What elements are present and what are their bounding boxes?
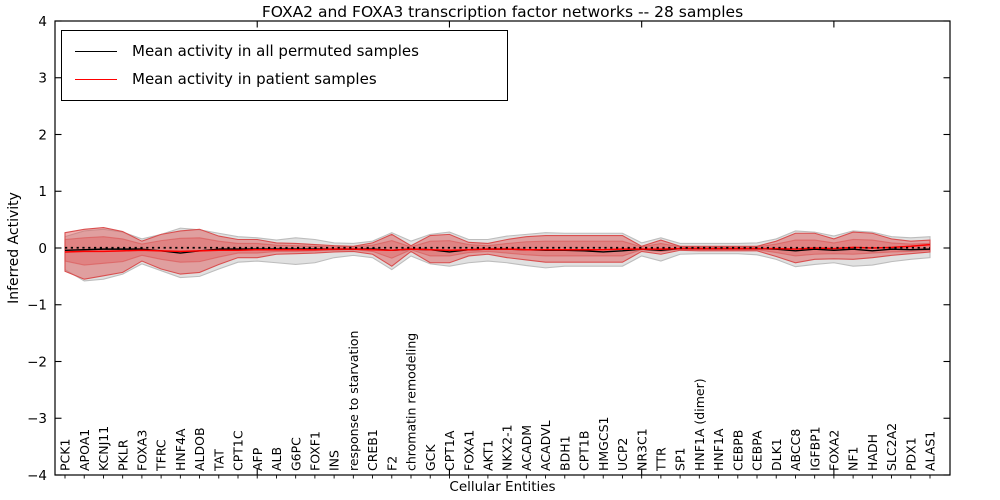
x-tick-label: FOXA3 — [134, 430, 149, 471]
x-tick-label: TTR — [653, 447, 668, 472]
x-tick-label: HNF1A (dimer) — [692, 378, 707, 471]
x-tick-label: ACADM — [519, 425, 534, 471]
x-tick-label: FOXF1 — [307, 431, 322, 471]
x-tick-label: ALAS1 — [923, 431, 938, 471]
x-tick-label: FOXA2 — [826, 430, 841, 471]
x-tick-label: AKT1 — [480, 440, 495, 471]
x-tick-label: response to starvation — [346, 331, 361, 472]
y-tick-label: 4 — [38, 14, 47, 30]
legend-item-permuted: Mean activity in all permuted samples — [62, 37, 507, 65]
x-axis-title: Cellular Entities — [449, 479, 556, 495]
x-tick-label: NF1 — [846, 447, 861, 472]
x-tick-label: DLK1 — [769, 438, 784, 471]
band-patient-samples-inner-band — [64, 236, 931, 266]
x-tick-label: IGFBP1 — [807, 426, 822, 471]
band-patient-samples-envelope — [64, 227, 931, 280]
x-tick-label: INS — [327, 450, 342, 471]
x-tick-label: G6PC — [288, 437, 303, 471]
legend: Mean activity in all permuted samples Me… — [61, 30, 508, 101]
x-tick-label: ALDOB — [192, 427, 207, 471]
x-tick-label: CREB1 — [365, 429, 380, 471]
x-tick-label: SP1 — [673, 448, 688, 471]
x-tick-label: SLC2A2 — [884, 423, 899, 471]
y-axis-title: Inferred Activity — [6, 192, 22, 304]
legend-label: Mean activity in all permuted samples — [132, 42, 419, 60]
x-tick-label: FOXA1 — [461, 430, 476, 471]
x-tick-label: CPT1B — [577, 431, 592, 471]
x-tick-label: CPT1A — [442, 430, 457, 471]
x-tick-label: HADH — [865, 434, 880, 471]
x-tick-label: CPT1C — [231, 430, 246, 471]
x-tick-label: ALB — [269, 447, 284, 471]
x-tick-label: UCP2 — [615, 438, 630, 471]
x-tick-label: PKLR — [115, 439, 130, 471]
y-tick-label: −4 — [27, 468, 47, 484]
x-tick-label: APOA1 — [77, 429, 92, 471]
x-tick-label: F2 — [384, 456, 399, 471]
y-tick-label: −2 — [27, 354, 47, 370]
legend-item-patient: Mean activity in patient samples — [62, 65, 507, 93]
y-tick-label: 2 — [38, 127, 47, 143]
x-tick-label: HMGCS1 — [596, 417, 611, 472]
x-tick-label: ABCC8 — [788, 429, 803, 471]
line-mean-activity-in-patient-samples — [64, 243, 931, 253]
x-tick-label: NKX2-1 — [500, 424, 515, 471]
x-tick-label: AFP — [250, 447, 265, 471]
y-tick-label: −3 — [27, 411, 47, 427]
x-tick-label: NR3C1 — [634, 428, 649, 471]
y-tick-label: 1 — [38, 184, 47, 200]
x-tick-label: HNF1A — [711, 428, 726, 471]
x-tick-label: BDH1 — [557, 435, 572, 471]
legend-line-red — [75, 78, 117, 80]
x-tick-label: PCK1 — [58, 439, 73, 471]
x-tick-label: PDX1 — [903, 437, 918, 471]
x-tick-label: KCNJ11 — [96, 426, 111, 471]
y-tick-label: 0 — [38, 241, 47, 257]
x-tick-label: chromatin remodeling — [404, 333, 419, 471]
legend-label: Mean activity in patient samples — [132, 70, 377, 88]
x-tick-label: CEBPA — [750, 430, 765, 471]
x-tick-label: HNF4A — [173, 428, 188, 471]
chart-title: FOXA2 and FOXA3 transcription factor net… — [261, 3, 744, 21]
x-tick-label: ACADVL — [538, 420, 553, 471]
x-tick-label: CEBPB — [730, 430, 745, 471]
y-tick-label: −1 — [27, 298, 47, 314]
x-tick-label: GCK — [423, 444, 438, 471]
x-tick-label: TFRC — [154, 439, 169, 472]
band-permuted-samples-envelope — [64, 227, 931, 282]
legend-line-black — [75, 50, 117, 52]
x-tick-label: TAT — [211, 449, 226, 472]
y-tick-label: 3 — [38, 71, 47, 87]
